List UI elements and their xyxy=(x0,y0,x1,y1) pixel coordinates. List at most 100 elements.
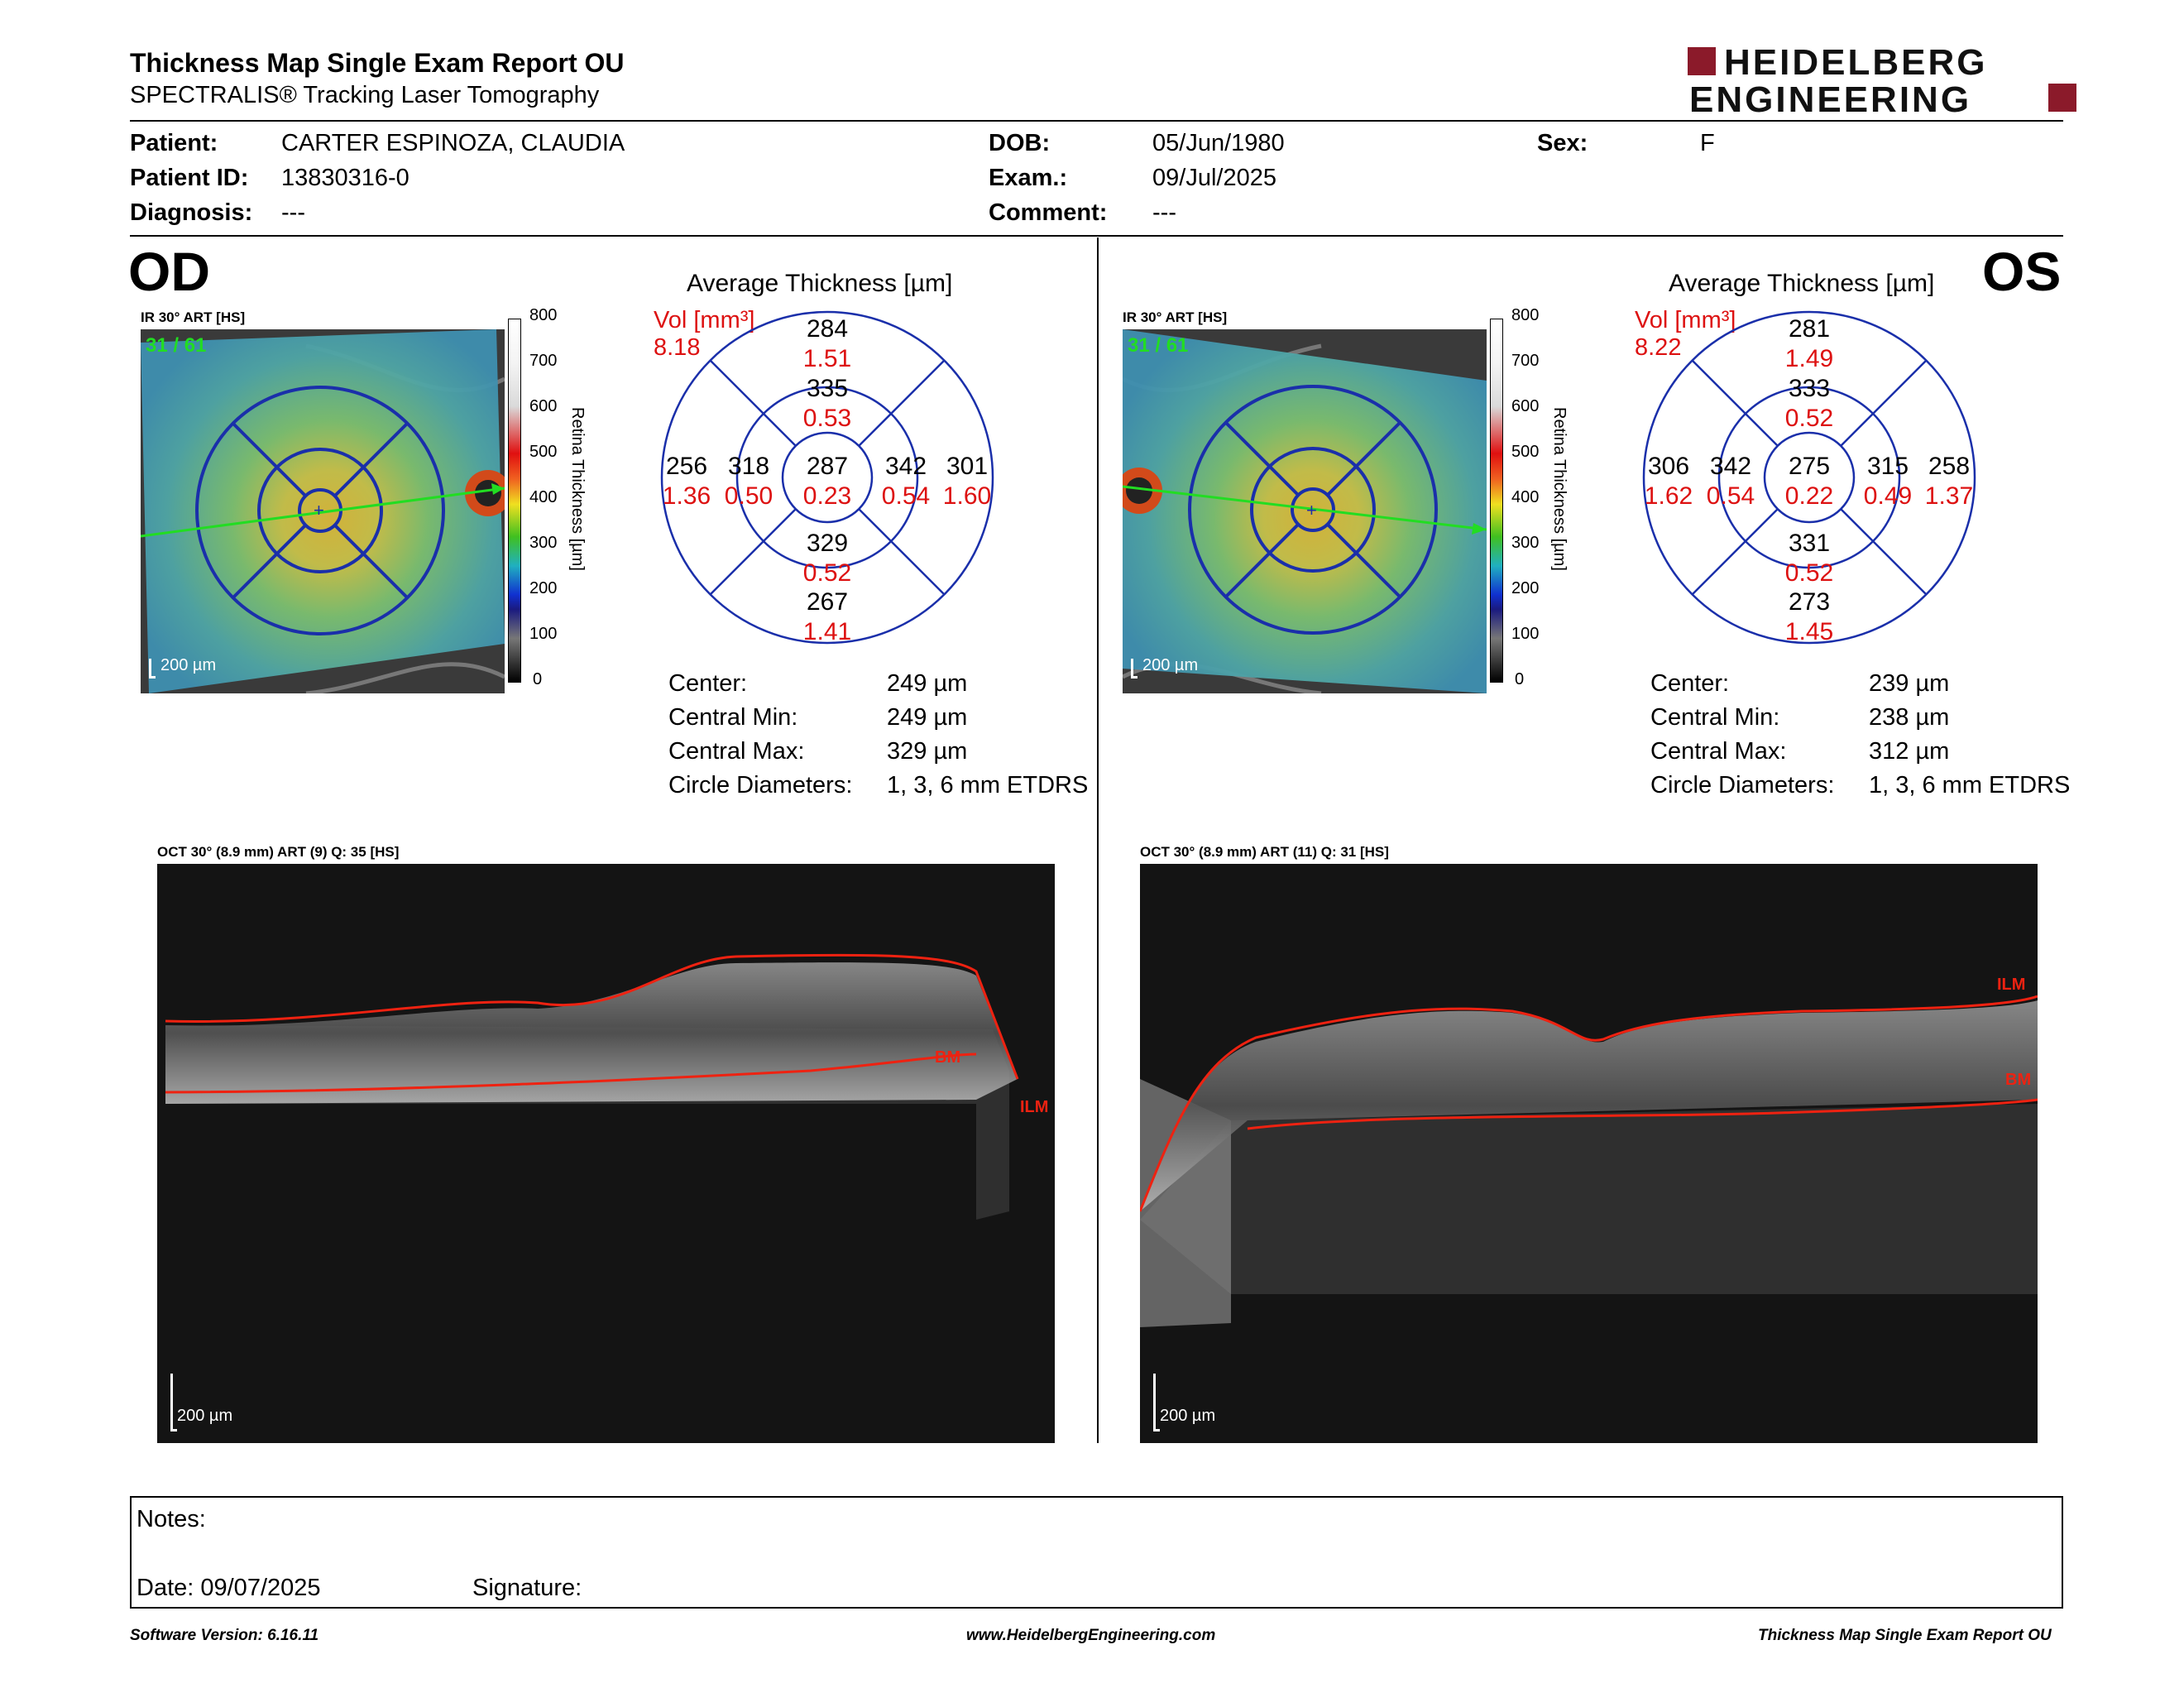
os-inner-inf-thickness: 331 xyxy=(1789,530,1830,557)
os-inner-left-thickness: 342 xyxy=(1710,453,1751,480)
notes-signature: Signature: xyxy=(472,1575,582,1601)
os-colorbar-ticks: 800 700 600 500 400 300 200 100 0 xyxy=(1511,306,1545,695)
patient-id-label: Patient ID: xyxy=(130,165,249,191)
os-etdrs-grid: 281 1.49 333 0.52 275 0.22 331 0.52 273 … xyxy=(1642,310,1976,645)
sex-label: Sex: xyxy=(1537,130,1588,156)
os-outer-sup-thickness: 281 xyxy=(1789,315,1830,343)
od-inner-sup-volume: 0.53 xyxy=(803,405,851,432)
os-ilm-label: ILM xyxy=(1997,976,2025,994)
od-vol-label: Vol [mm³] xyxy=(654,307,755,333)
os-outer-inf-thickness: 273 xyxy=(1789,588,1830,616)
os-inner-left-volume: 0.54 xyxy=(1707,482,1755,510)
os-tick-200: 200 xyxy=(1511,579,1540,597)
notes-box[interactable]: Notes: Date: 09/07/2025 Signature: xyxy=(130,1496,2063,1609)
od-oct-bscan: BM ILM 200 µm xyxy=(157,864,1055,1443)
od-tick-100: 100 xyxy=(529,625,558,643)
os-vol-label: Vol [mm³] xyxy=(1635,307,1736,333)
od-colorbar-title: Retina Thickness [µm] xyxy=(568,407,587,571)
od-inner-left-volume: 0.50 xyxy=(725,482,773,510)
od-outer-right-thickness: 301 xyxy=(946,453,988,480)
svg-text:+: + xyxy=(1306,500,1317,520)
od-center-value: 249 µm xyxy=(887,670,968,697)
od-avg-title: Average Thickness [µm] xyxy=(687,270,953,297)
os-colorbar xyxy=(1490,319,1503,683)
od-tick-0: 0 xyxy=(533,670,543,688)
os-oct-scale-label: 200 µm xyxy=(1160,1407,1216,1425)
os-tick-100: 100 xyxy=(1511,625,1540,643)
os-tick-0: 0 xyxy=(1515,670,1525,688)
os-ir-scalebar xyxy=(1131,659,1138,679)
od-tick-200: 200 xyxy=(529,579,558,597)
os-outer-sup-volume: 1.49 xyxy=(1785,345,1833,372)
od-oct-scale-label: 200 µm xyxy=(177,1407,233,1425)
od-colorbar-ticks: 800 700 600 500 400 300 200 100 0 xyxy=(529,306,563,695)
footer-website[interactable]: www.HeidelbergEngineering.com xyxy=(966,1627,1216,1644)
os-center-label: Center: xyxy=(1650,670,1730,697)
od-oct-caption: OCT 30° (8.9 mm) ART (9) Q: 35 [HS] xyxy=(157,844,400,860)
os-center-volume: 0.22 xyxy=(1785,482,1833,510)
diagnosis-label: Diagnosis: xyxy=(130,199,253,226)
report-title: Thickness Map Single Exam Report OU xyxy=(130,48,625,78)
os-tick-300: 300 xyxy=(1511,534,1540,552)
od-center-volume: 0.23 xyxy=(803,482,851,510)
od-inner-inf-volume: 0.52 xyxy=(803,559,851,587)
od-inner-inf-thickness: 329 xyxy=(807,530,848,557)
od-outer-left-volume: 1.36 xyxy=(663,482,711,510)
od-inner-left-thickness: 318 xyxy=(728,453,769,480)
os-oct-caption: OCT 30° (8.9 mm) ART (11) Q: 31 [HS] xyxy=(1140,844,1389,860)
logo-text-2: ENGINEERING xyxy=(1689,79,1971,117)
od-frame-counter: 31 / 61 xyxy=(146,334,207,357)
od-ilm-label: ILM xyxy=(1020,1098,1048,1116)
od-tick-300: 300 xyxy=(529,534,558,552)
os-center-value: 239 µm xyxy=(1869,670,1950,697)
os-bm-label: BM xyxy=(2005,1071,2031,1089)
od-outer-sup-volume: 1.51 xyxy=(803,345,851,372)
patient-name: CARTER ESPINOZA, CLAUDIA xyxy=(281,130,625,156)
os-inner-sup-thickness: 333 xyxy=(1789,375,1830,402)
od-fundus-image: + 31 / 61 200 µm xyxy=(141,329,505,693)
os-max-value: 312 µm xyxy=(1869,738,1950,765)
od-ir-scalebar xyxy=(149,659,156,679)
diagnosis-value: --- xyxy=(281,199,305,226)
os-diam-value: 1, 3, 6 mm ETDRS xyxy=(1869,772,2071,798)
os-frame-counter: 31 / 61 xyxy=(1128,334,1189,357)
od-eye-label: OD xyxy=(128,241,210,302)
od-center-label: Center: xyxy=(668,670,748,697)
od-tick-400: 400 xyxy=(529,488,558,506)
od-tick-700: 700 xyxy=(529,352,558,370)
os-fundus-image: + 31 / 61 200 µm xyxy=(1123,329,1487,693)
os-outer-left-volume: 1.62 xyxy=(1645,482,1693,510)
os-tick-700: 700 xyxy=(1511,352,1540,370)
od-etdrs-grid: 284 1.51 335 0.53 287 0.23 329 0.52 267 … xyxy=(660,310,994,645)
exam-label: Exam.: xyxy=(989,165,1068,191)
od-diam-label: Circle Diameters: xyxy=(668,772,853,798)
od-inner-right-volume: 0.54 xyxy=(882,482,930,510)
patient-label: Patient: xyxy=(130,130,218,156)
logo-text-1: HEIDELBERG xyxy=(1724,46,1987,83)
od-min-value: 249 µm xyxy=(887,704,968,731)
os-vol-value: 8.22 xyxy=(1635,334,1682,361)
od-ir-scale-label: 200 µm xyxy=(160,656,217,674)
info-rule xyxy=(130,235,2063,237)
dob-label: DOB: xyxy=(989,130,1051,156)
os-ir-caption: IR 30° ART [HS] xyxy=(1123,309,1228,325)
footer-report-name: Thickness Map Single Exam Report OU xyxy=(1758,1627,2052,1644)
patient-id: 13830316-0 xyxy=(281,165,410,191)
sex-value: F xyxy=(1700,130,1715,156)
od-tick-600: 600 xyxy=(529,397,558,415)
od-min-label: Central Min: xyxy=(668,704,798,731)
notes-label: Notes: xyxy=(136,1506,206,1532)
notes-date: Date: 09/07/2025 xyxy=(136,1575,321,1601)
center-divider xyxy=(1097,237,1099,1443)
os-tick-800: 800 xyxy=(1511,306,1540,324)
od-ir-caption: IR 30° ART [HS] xyxy=(141,309,246,325)
od-outer-sup-thickness: 284 xyxy=(807,315,848,343)
od-oct-scalebar xyxy=(170,1374,177,1431)
os-outer-right-thickness: 258 xyxy=(1928,453,1970,480)
os-colorbar-title: Retina Thickness [µm] xyxy=(1550,407,1569,571)
od-outer-left-thickness: 256 xyxy=(666,453,707,480)
os-inner-inf-volume: 0.52 xyxy=(1785,559,1833,587)
od-inner-right-thickness: 342 xyxy=(885,453,927,480)
od-max-value: 329 µm xyxy=(887,738,968,765)
os-outer-inf-volume: 1.45 xyxy=(1785,618,1833,645)
